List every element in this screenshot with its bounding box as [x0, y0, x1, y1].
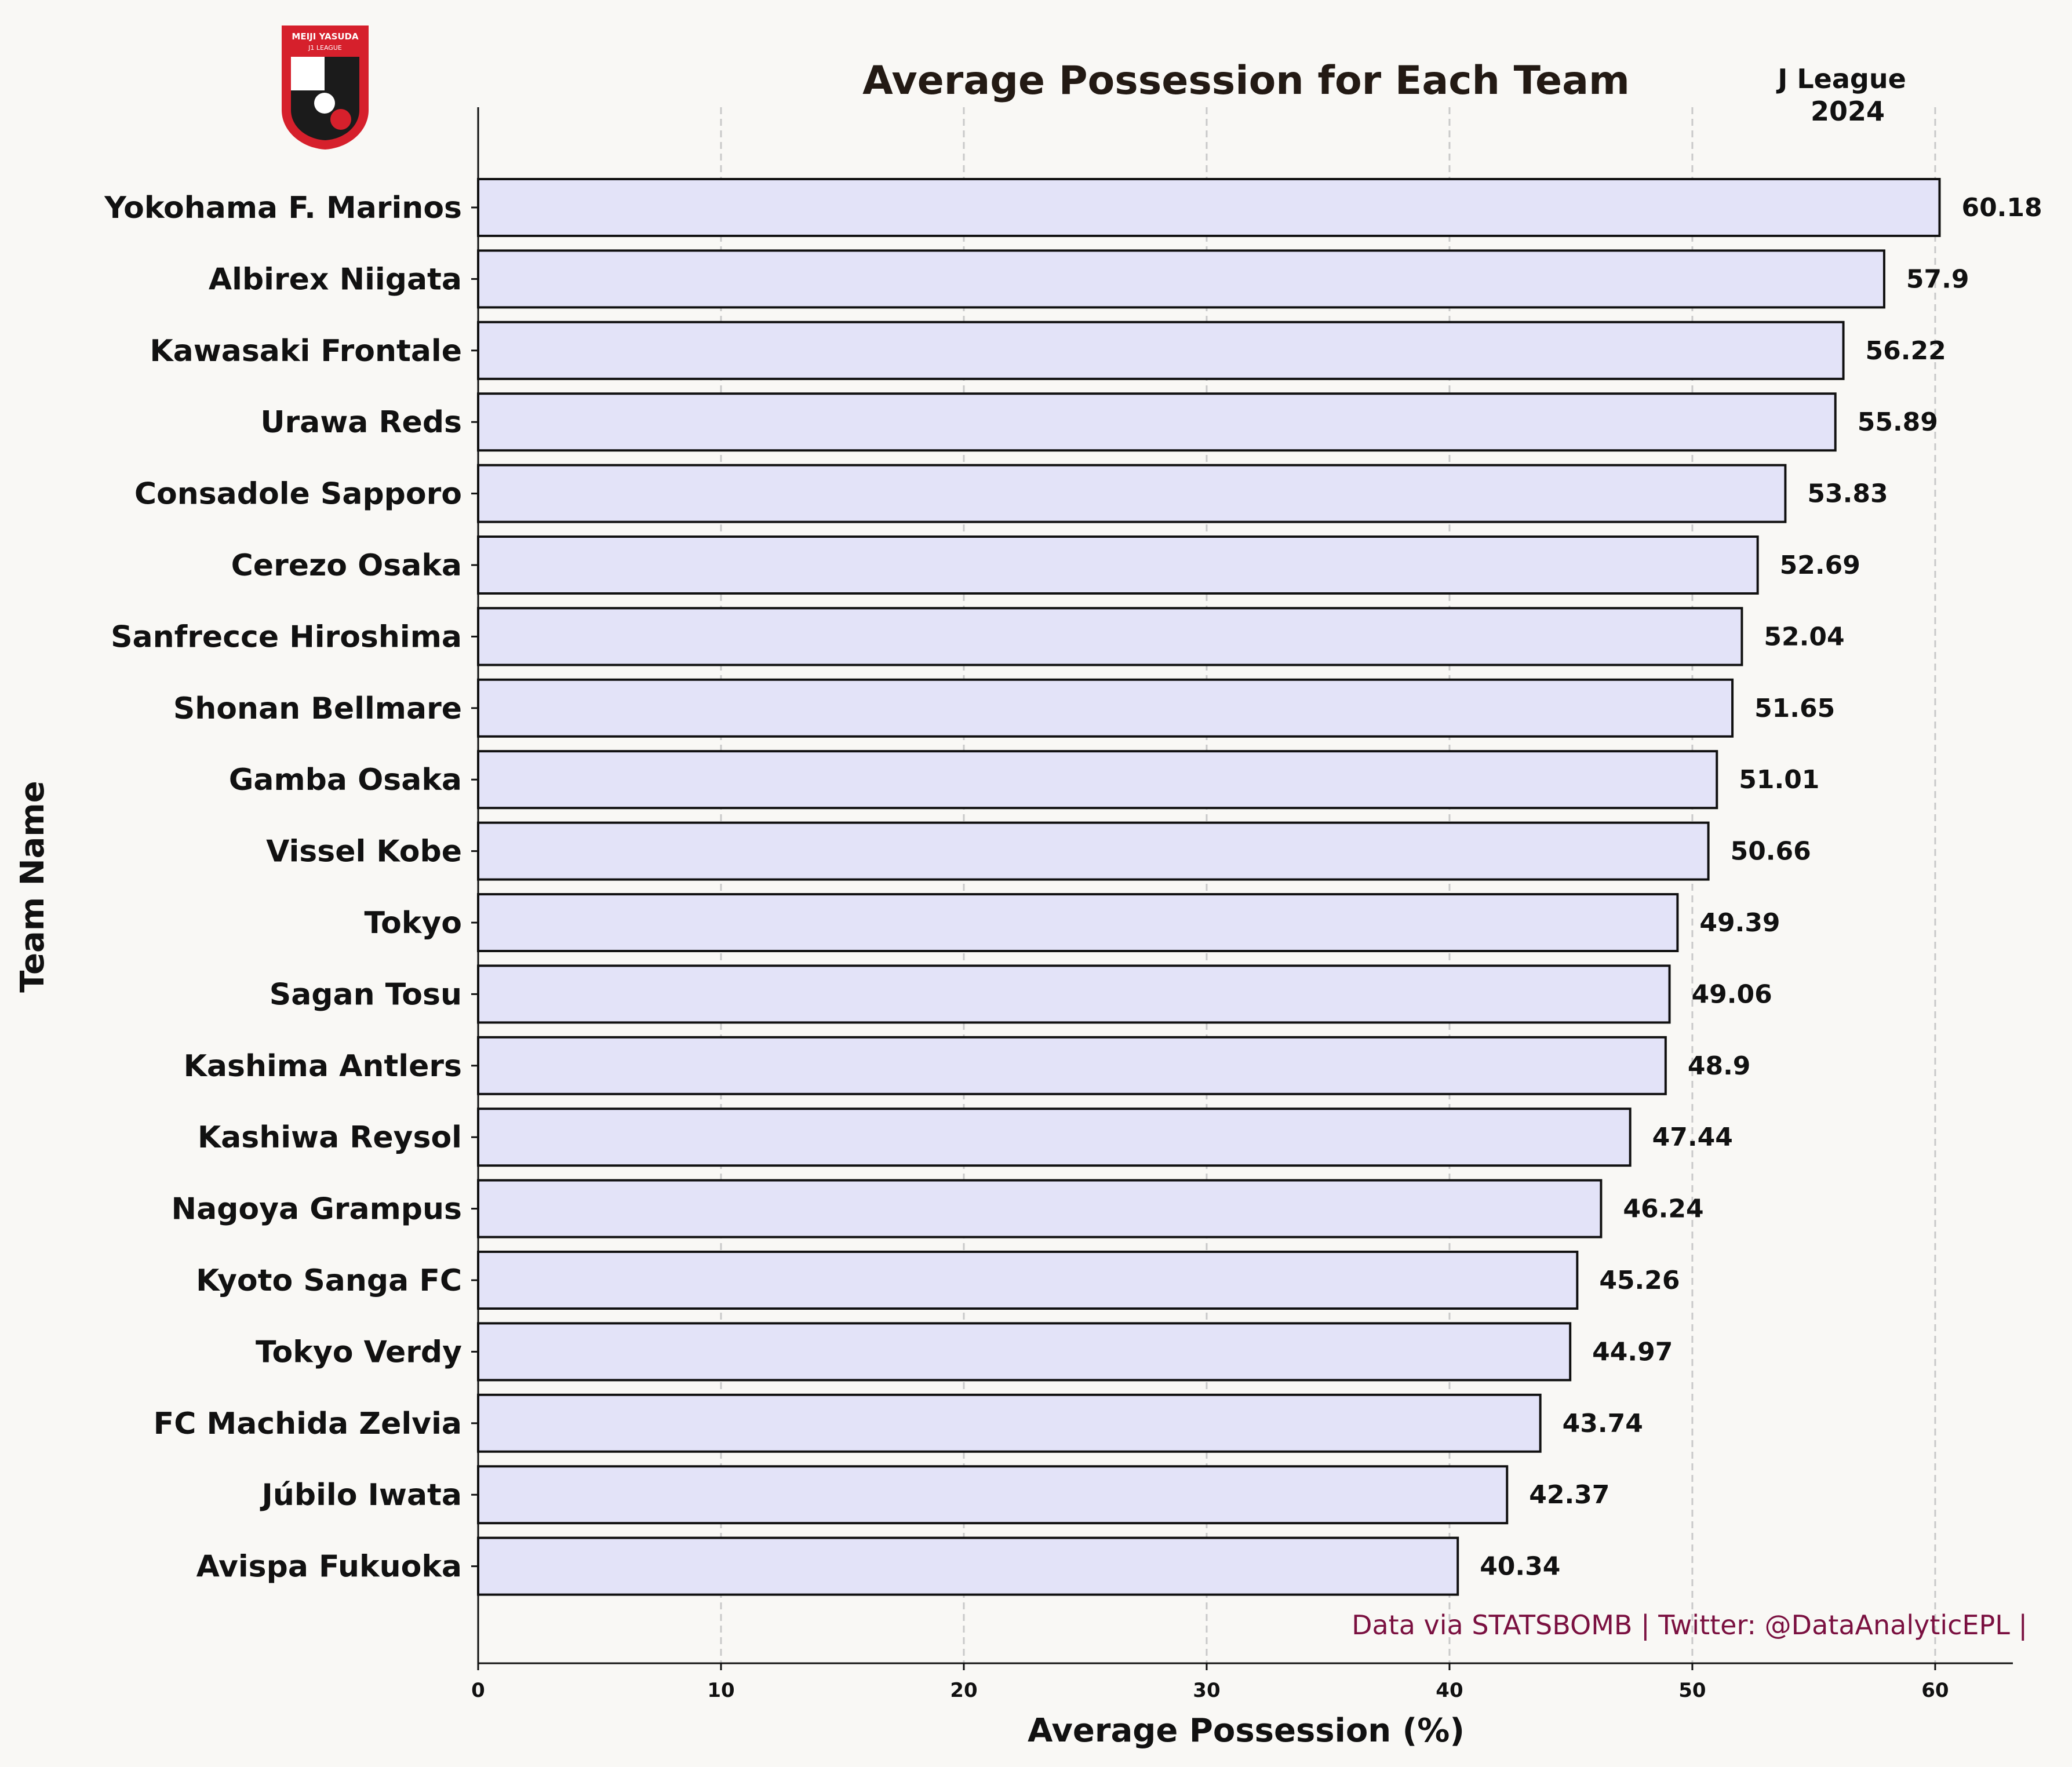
category-label: Sanfrecce Hiroshima — [111, 620, 462, 654]
bar — [477, 1393, 1542, 1453]
x-tick-label: 60 — [1921, 1679, 1949, 1702]
j-league-logo-icon: MEIJI YASUDA J1 LEAGUE — [282, 25, 369, 150]
x-axis-title: Average Possession (%) — [1028, 1712, 1465, 1750]
value-label: 53.83 — [1807, 479, 1888, 509]
bars — [477, 178, 1941, 1596]
value-label: 42.37 — [1529, 1480, 1609, 1510]
bar — [477, 1179, 1603, 1238]
category-label: Urawa Reds — [260, 405, 462, 440]
tick-labels: 0 10 20 30 40 50 60 Yokohama F. Marinos Albirex … — [104, 191, 1949, 1702]
value-label: 44.97 — [1592, 1337, 1673, 1367]
category-label: Gamba Osaka — [229, 763, 462, 797]
bar — [477, 535, 1759, 595]
bar — [477, 1322, 1572, 1382]
y-axis-title: Team Name — [14, 781, 52, 992]
bar — [477, 964, 1671, 1024]
value-label: 56.22 — [1866, 336, 1946, 366]
category-label: Consadole Sapporo — [134, 477, 462, 512]
x-tick-label: 0 — [471, 1679, 485, 1702]
bar — [477, 893, 1679, 952]
value-label: 45.26 — [1599, 1266, 1680, 1295]
category-label: Tokyo Verdy — [256, 1335, 462, 1369]
category-label: Avispa Fukuoka — [196, 1550, 462, 1584]
x-tick-label: 10 — [707, 1679, 734, 1702]
logo-ball — [314, 93, 335, 114]
bar — [477, 1251, 1579, 1310]
bar — [477, 607, 1743, 666]
value-label: 49.06 — [1692, 979, 1772, 1009]
bar — [477, 821, 1710, 881]
value-label: 52.69 — [1780, 551, 1860, 580]
bar — [477, 392, 1837, 452]
x-tick-label: 50 — [1678, 1679, 1706, 1702]
bar — [477, 678, 1734, 738]
category-label: Vissel Kobe — [266, 835, 462, 869]
category-label: Kyoto Sanga FC — [196, 1263, 462, 1298]
axes — [477, 107, 2013, 1664]
category-label: Nagoya Grampus — [172, 1192, 462, 1227]
x-tick-label: 20 — [950, 1679, 977, 1702]
value-label: 50.66 — [1731, 837, 1811, 866]
x-tick-label: 30 — [1193, 1679, 1220, 1702]
value-label: 47.44 — [1652, 1123, 1733, 1152]
category-label: FC Machida Zelvia — [154, 1407, 462, 1441]
data-source-credit: Data via STATSBOMB | Twitter: @DataAnaly… — [1352, 1609, 2027, 1641]
league-label: J League — [1776, 63, 1906, 94]
value-label: 55.89 — [1858, 407, 1938, 437]
chart-title: Average Possession for Each Team — [862, 58, 1630, 104]
x-tick-label: 40 — [1436, 1679, 1463, 1702]
logo-text-top: MEIJI YASUDA — [292, 31, 359, 42]
value-label: 48.9 — [1688, 1051, 1751, 1081]
category-label: Cerezo Osaka — [231, 548, 462, 583]
category-label: Yokohama F. Marinos — [104, 191, 462, 225]
category-label: Kashima Antlers — [184, 1049, 462, 1084]
category-label: Shonan Bellmare — [173, 691, 462, 726]
value-label: 52.04 — [1764, 622, 1844, 651]
bar — [477, 249, 1885, 309]
logo-white-block — [291, 57, 325, 90]
category-label: Kawasaki Frontale — [150, 334, 462, 369]
logo-text-bottom: J1 LEAGUE — [308, 44, 342, 52]
value-label: 57.9 — [1906, 264, 1969, 294]
category-label: Kashiwa Reysol — [198, 1120, 462, 1155]
value-label: 51.01 — [1739, 765, 1819, 795]
data-labels: 60.18 57.9 56.22 55.89 53.83 52.69 52.04 51.65 5… — [1480, 193, 2042, 1582]
bar — [477, 1036, 1667, 1095]
category-label: Tokyo — [365, 906, 463, 941]
bar — [477, 1107, 1632, 1167]
value-label: 46.24 — [1623, 1194, 1703, 1224]
value-label: 49.39 — [1699, 908, 1780, 938]
season-label: 2024 — [1811, 96, 1885, 127]
value-label: 40.34 — [1480, 1552, 1560, 1582]
value-label: 43.74 — [1563, 1409, 1643, 1438]
value-label: 51.65 — [1754, 694, 1835, 723]
bar — [477, 750, 1718, 810]
category-label: Sagan Tosu — [270, 977, 462, 1012]
bar — [477, 1536, 1459, 1596]
bar — [477, 320, 1845, 380]
bar — [477, 464, 1787, 523]
bar — [477, 178, 1941, 237]
category-label: Albirex Niigata — [209, 262, 462, 297]
bar — [477, 1465, 1509, 1525]
value-label: 60.18 — [1961, 193, 2042, 223]
logo-red-dot — [330, 109, 351, 130]
category-label: Júbilo Iwata — [260, 1478, 463, 1513]
